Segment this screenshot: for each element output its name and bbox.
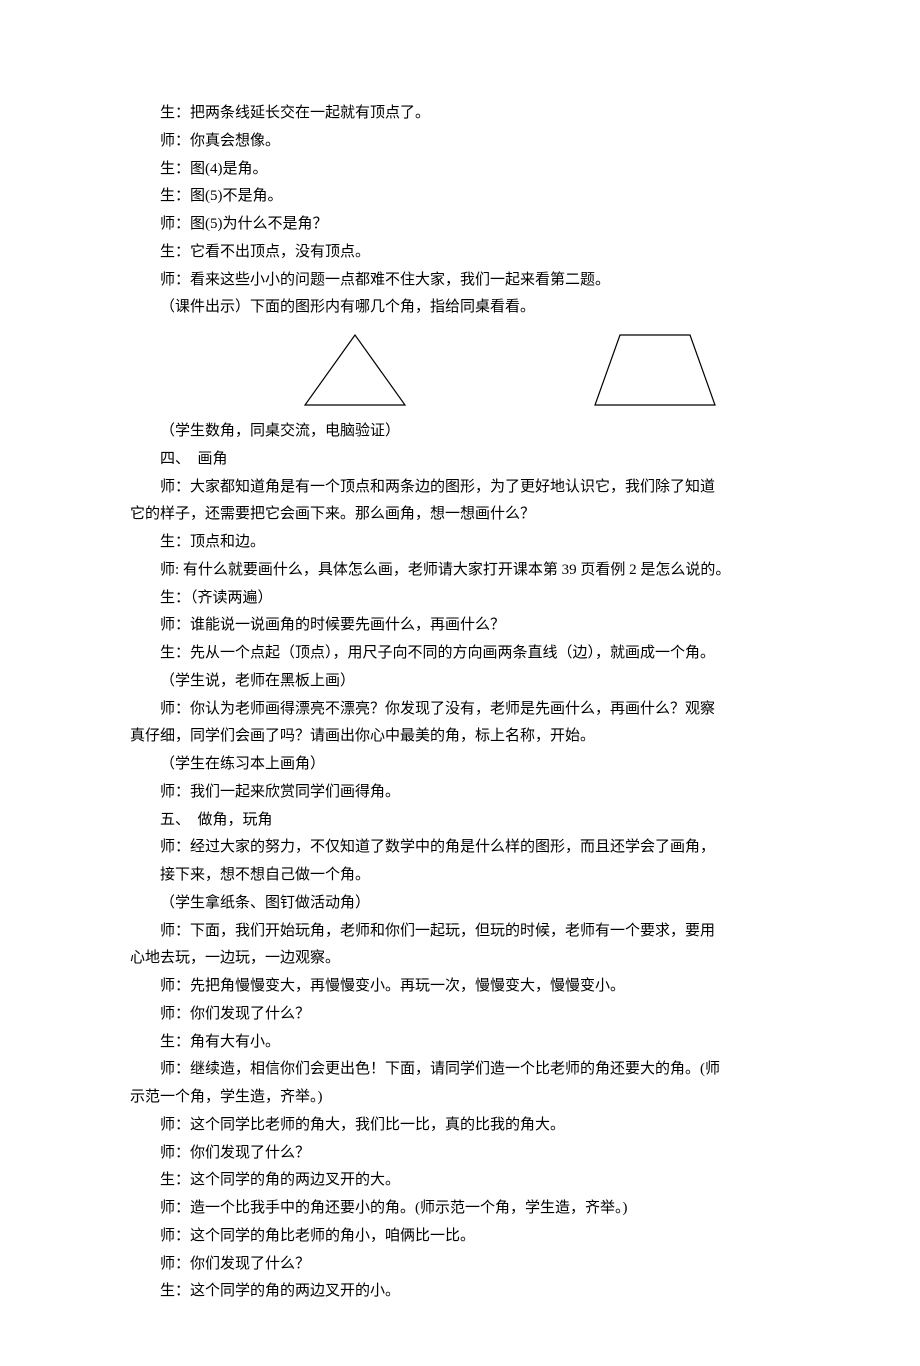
text-line: （学生说，老师在黑板上画） bbox=[130, 668, 790, 696]
text-line: 四、 画角 bbox=[130, 446, 790, 474]
text-line: 生：先从一个点起（顶点），用尺子向不同的方向画两条直线（边），就画成一个角。 bbox=[130, 640, 790, 668]
text-line: 师：图(5)为什么不是角？ bbox=[130, 211, 790, 239]
text-line: 五、 做角，玩角 bbox=[130, 807, 790, 835]
document-page: 生：把两条线延长交在一起就有顶点了。师：你真会想像。生：图(4)是角。生：图(5… bbox=[0, 0, 920, 1366]
text-line: 生：图(5)不是角。 bbox=[130, 183, 790, 211]
text-line: 师：你们发现了什么？ bbox=[130, 1251, 790, 1279]
text-line: 师：这个同学的角比老师的角小，咱俩比一比。 bbox=[130, 1223, 790, 1251]
text-line: （课件出示）下面的图形内有哪几个角，指给同桌看看。 bbox=[130, 294, 790, 322]
text-line: 师: 有什么就要画什么，具体怎么画，老师请大家打开课本第 39 页看例 2 是怎… bbox=[130, 557, 790, 585]
text-line: 师：先把角慢慢变大，再慢慢变小。再玩一次，慢慢变大，慢慢变小。 bbox=[130, 973, 790, 1001]
triangle-polygon bbox=[305, 335, 405, 405]
text-line: 生：顶点和边。 bbox=[130, 529, 790, 557]
text-block-2: （学生数角，同桌交流，电脑验证）四、 画角师：大家都知道角是有一个顶点和两条边的… bbox=[130, 418, 790, 1306]
text-line: 生：它看不出顶点，没有顶点。 bbox=[130, 239, 790, 267]
text-line: 生：把两条线延长交在一起就有顶点了。 bbox=[130, 100, 790, 128]
text-line: 接下来，想不想自己做一个角。 bbox=[130, 862, 790, 890]
trapezoid-shape bbox=[590, 330, 720, 410]
text-line: 师：继续造，相信你们会更出色！下面，请同学们造一个比老师的角还要大的角。(师 bbox=[130, 1056, 790, 1084]
text-line: 真仔细，同学们会画了吗？请画出你心中最美的角，标上名称，开始。 bbox=[130, 723, 790, 751]
text-line: 师：这个同学比老师的角大，我们比一比，真的比我的角大。 bbox=[130, 1112, 790, 1140]
text-line: 师：你们发现了什么？ bbox=[130, 1001, 790, 1029]
text-line: （学生数角，同桌交流，电脑验证） bbox=[130, 418, 790, 446]
text-line: 师：造一个比我手中的角还要小的角。(师示范一个角，学生造，齐举。) bbox=[130, 1195, 790, 1223]
text-line: 师：大家都知道角是有一个顶点和两条边的图形，为了更好地认识它，我们除了知道 bbox=[130, 474, 790, 502]
text-line: 师：经过大家的努力，不仅知道了数学中的角是什么样的图形，而且还学会了画角， bbox=[130, 834, 790, 862]
text-line: 师：我们一起来欣赏同学们画得角。 bbox=[130, 779, 790, 807]
text-line: 师：下面，我们开始玩角，老师和你们一起玩，但玩的时候，老师有一个要求，要用 bbox=[130, 918, 790, 946]
text-line: 示范一个角，学生造，齐举。) bbox=[130, 1084, 790, 1112]
text-line: 师：你们发现了什么？ bbox=[130, 1140, 790, 1168]
text-line: （学生拿纸条、图钉做活动角） bbox=[130, 890, 790, 918]
text-line: 生：角有大有小。 bbox=[130, 1029, 790, 1057]
text-line: （学生在练习本上画角） bbox=[130, 751, 790, 779]
text-line: 师：谁能说一说画角的时候要先画什么，再画什么？ bbox=[130, 612, 790, 640]
text-line: 它的样子，还需要把它会画下来。那么画角，想一想画什么？ bbox=[130, 501, 790, 529]
trapezoid-polygon bbox=[595, 335, 715, 405]
text-line: 师：你真会想像。 bbox=[130, 128, 790, 156]
shapes-row bbox=[130, 330, 790, 410]
text-line: 师：看来这些小小的问题一点都难不住大家，我们一起来看第二题。 bbox=[130, 267, 790, 295]
text-line: 生：这个同学的角的两边叉开的大。 bbox=[130, 1167, 790, 1195]
triangle-shape bbox=[300, 330, 410, 410]
text-block-1: 生：把两条线延长交在一起就有顶点了。师：你真会想像。生：图(4)是角。生：图(5… bbox=[130, 100, 790, 322]
text-line: 生：（齐读两遍） bbox=[130, 585, 790, 613]
text-line: 心地去玩，一边玩，一边观察。 bbox=[130, 945, 790, 973]
text-line: 师：你认为老师画得漂亮不漂亮？你发现了没有，老师是先画什么，再画什么？观察 bbox=[130, 696, 790, 724]
text-line: 生：图(4)是角。 bbox=[130, 156, 790, 184]
